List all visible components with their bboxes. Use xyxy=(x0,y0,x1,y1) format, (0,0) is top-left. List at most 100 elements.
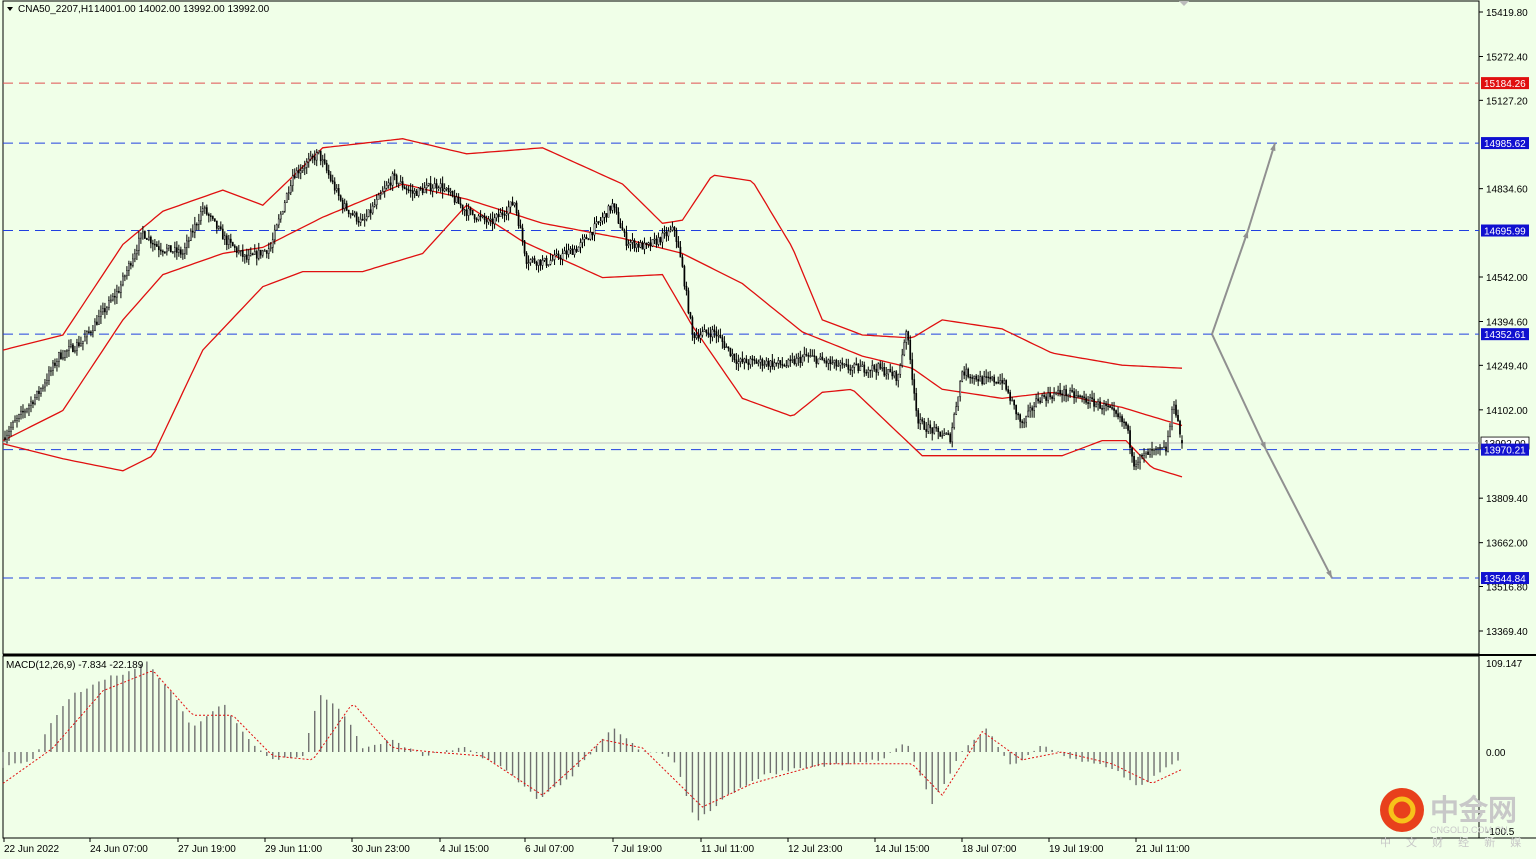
time-tick-label: 30 Jun 23:00 xyxy=(352,844,410,855)
candle xyxy=(170,245,172,253)
candle-body xyxy=(705,329,708,334)
candle-body xyxy=(1113,408,1115,411)
candle-body xyxy=(847,364,850,370)
candle xyxy=(1095,401,1097,408)
candle-body xyxy=(523,240,526,254)
candle-body xyxy=(373,204,376,207)
macd-tick-label: -100.5 xyxy=(1486,827,1515,838)
candle-body xyxy=(469,208,472,211)
candle xyxy=(1165,442,1167,456)
candle xyxy=(987,371,990,383)
candle-body xyxy=(981,376,984,385)
candle xyxy=(50,366,52,377)
candle xyxy=(343,198,346,212)
candle xyxy=(38,386,40,401)
candle xyxy=(275,223,278,231)
candle-body xyxy=(401,181,404,188)
time-tick-label: 14 Jul 15:00 xyxy=(875,844,930,855)
candle-body xyxy=(1163,446,1165,449)
candle xyxy=(301,165,304,173)
candle xyxy=(583,234,586,247)
candle-body xyxy=(50,370,52,372)
candle xyxy=(237,244,240,255)
candle-body xyxy=(64,350,66,358)
candle xyxy=(80,336,82,347)
candle xyxy=(1005,379,1007,392)
candle xyxy=(725,343,728,349)
candle xyxy=(189,228,192,242)
candle-body xyxy=(363,218,366,221)
candle xyxy=(20,405,22,420)
candle-body xyxy=(255,251,258,259)
candle xyxy=(937,426,940,440)
candle-body xyxy=(615,206,618,213)
candle xyxy=(1125,421,1127,429)
candle xyxy=(589,227,592,241)
candle xyxy=(1163,440,1165,449)
candle xyxy=(799,350,802,368)
candle xyxy=(863,361,866,377)
candle xyxy=(961,370,964,383)
candle-body xyxy=(727,346,730,349)
candle xyxy=(683,264,686,290)
candle-body xyxy=(703,329,706,332)
candle xyxy=(253,244,256,255)
candle xyxy=(549,253,552,266)
candle xyxy=(70,339,72,349)
candle xyxy=(791,352,794,364)
candle-body xyxy=(919,419,922,424)
candle-body xyxy=(709,333,712,338)
candle-body xyxy=(855,363,858,366)
candle-body xyxy=(555,253,558,256)
candle xyxy=(429,175,432,195)
candle-body xyxy=(207,214,210,216)
menu-triangle-icon[interactable] xyxy=(7,7,13,11)
candle xyxy=(114,288,116,305)
candle-body xyxy=(667,230,670,237)
candle-body xyxy=(1011,399,1013,402)
candle xyxy=(1169,423,1171,438)
candle xyxy=(567,243,570,258)
candle-body xyxy=(1109,405,1111,408)
arrow-down-2 xyxy=(1265,449,1333,579)
candle-body xyxy=(10,426,12,432)
watermark-brand: 中金网 xyxy=(1430,793,1517,827)
candle-body xyxy=(20,410,22,415)
candle-body xyxy=(162,250,164,253)
candle-body xyxy=(1089,397,1091,404)
candle-body xyxy=(62,357,64,359)
candle-body xyxy=(473,214,476,220)
candle-body xyxy=(765,360,768,365)
candle xyxy=(345,200,348,212)
time-tick-label: 6 Jul 07:00 xyxy=(525,844,574,855)
candle-body xyxy=(293,175,296,179)
candle-body xyxy=(741,358,744,363)
candle-body xyxy=(963,371,966,376)
candle xyxy=(207,212,210,223)
shift-marker-icon[interactable] xyxy=(1179,1,1189,6)
candle-body xyxy=(195,223,198,226)
candle xyxy=(183,242,186,260)
candle-body xyxy=(219,226,222,230)
candle-body xyxy=(995,381,998,384)
candle xyxy=(581,234,584,249)
candle-body xyxy=(437,187,440,190)
candle-body xyxy=(911,359,914,380)
candle xyxy=(1155,446,1157,456)
candle xyxy=(347,209,350,218)
candle xyxy=(1015,404,1017,421)
candle xyxy=(497,208,500,223)
candle-body xyxy=(30,401,32,406)
candle xyxy=(223,231,226,245)
candle-body xyxy=(701,331,704,336)
candle xyxy=(313,150,316,166)
candle xyxy=(195,222,198,231)
candle-body xyxy=(569,248,572,251)
candle-body xyxy=(1173,404,1175,410)
candle-body xyxy=(857,363,860,371)
candle xyxy=(1061,389,1063,403)
candle-body xyxy=(721,337,724,342)
candle xyxy=(1035,394,1037,408)
candle-body xyxy=(711,329,714,338)
candle xyxy=(1079,394,1081,399)
